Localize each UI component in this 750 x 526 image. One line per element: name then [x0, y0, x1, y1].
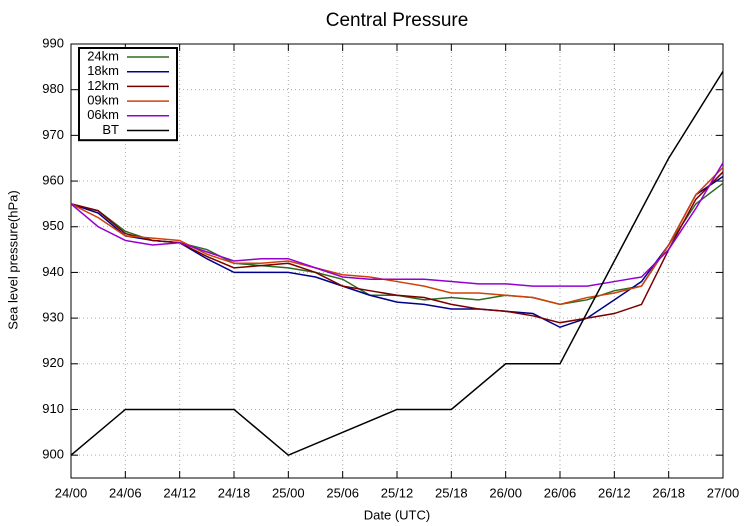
- x-tick-label: 24/18: [218, 485, 251, 500]
- y-tick-label: 910: [42, 401, 64, 416]
- x-tick-label: 25/06: [326, 485, 359, 500]
- legend-label: 06km: [87, 107, 119, 122]
- y-tick-label: 950: [42, 218, 64, 233]
- x-tick-label: 25/12: [381, 485, 414, 500]
- y-tick-label: 940: [42, 264, 64, 279]
- x-tick-label: 26/06: [544, 485, 577, 500]
- x-tick-label: 27/00: [707, 485, 740, 500]
- legend-box: [78, 47, 178, 142]
- y-tick-label: 980: [42, 81, 64, 96]
- series-line: [70, 166, 724, 306]
- chart-title: Central Pressure: [326, 10, 469, 31]
- y-tick-label: 930: [42, 310, 64, 325]
- legend-label: 09km: [87, 93, 119, 108]
- y-tick-label: 920: [42, 355, 64, 370]
- y-tick-label: 900: [42, 447, 64, 462]
- x-tick-label: 25/18: [435, 485, 468, 500]
- y-tick-label: 970: [42, 127, 64, 142]
- y-tick-label: 990: [42, 35, 64, 50]
- x-tick-label: 26/00: [489, 485, 522, 500]
- legend-label: 18km: [87, 63, 119, 78]
- series-line: [70, 162, 724, 287]
- x-tick-label: 26/18: [652, 485, 685, 500]
- y-tick-label: 960: [42, 172, 64, 187]
- plot-frame: [70, 43, 724, 479]
- x-tick-label: 24/06: [109, 485, 142, 500]
- x-axis-label: Date (UTC): [364, 507, 430, 522]
- x-tick-label: 24/00: [55, 485, 88, 500]
- legend-label: 24km: [87, 48, 119, 63]
- legend-label: BT: [102, 122, 119, 137]
- legend-label: 12km: [87, 78, 119, 93]
- x-tick-label: 24/12: [163, 485, 196, 500]
- series-line: [70, 71, 724, 457]
- y-axis-label: Sea level pressure(hPa): [5, 190, 20, 329]
- x-tick-label: 25/00: [272, 485, 305, 500]
- x-tick-label: 26/12: [598, 485, 631, 500]
